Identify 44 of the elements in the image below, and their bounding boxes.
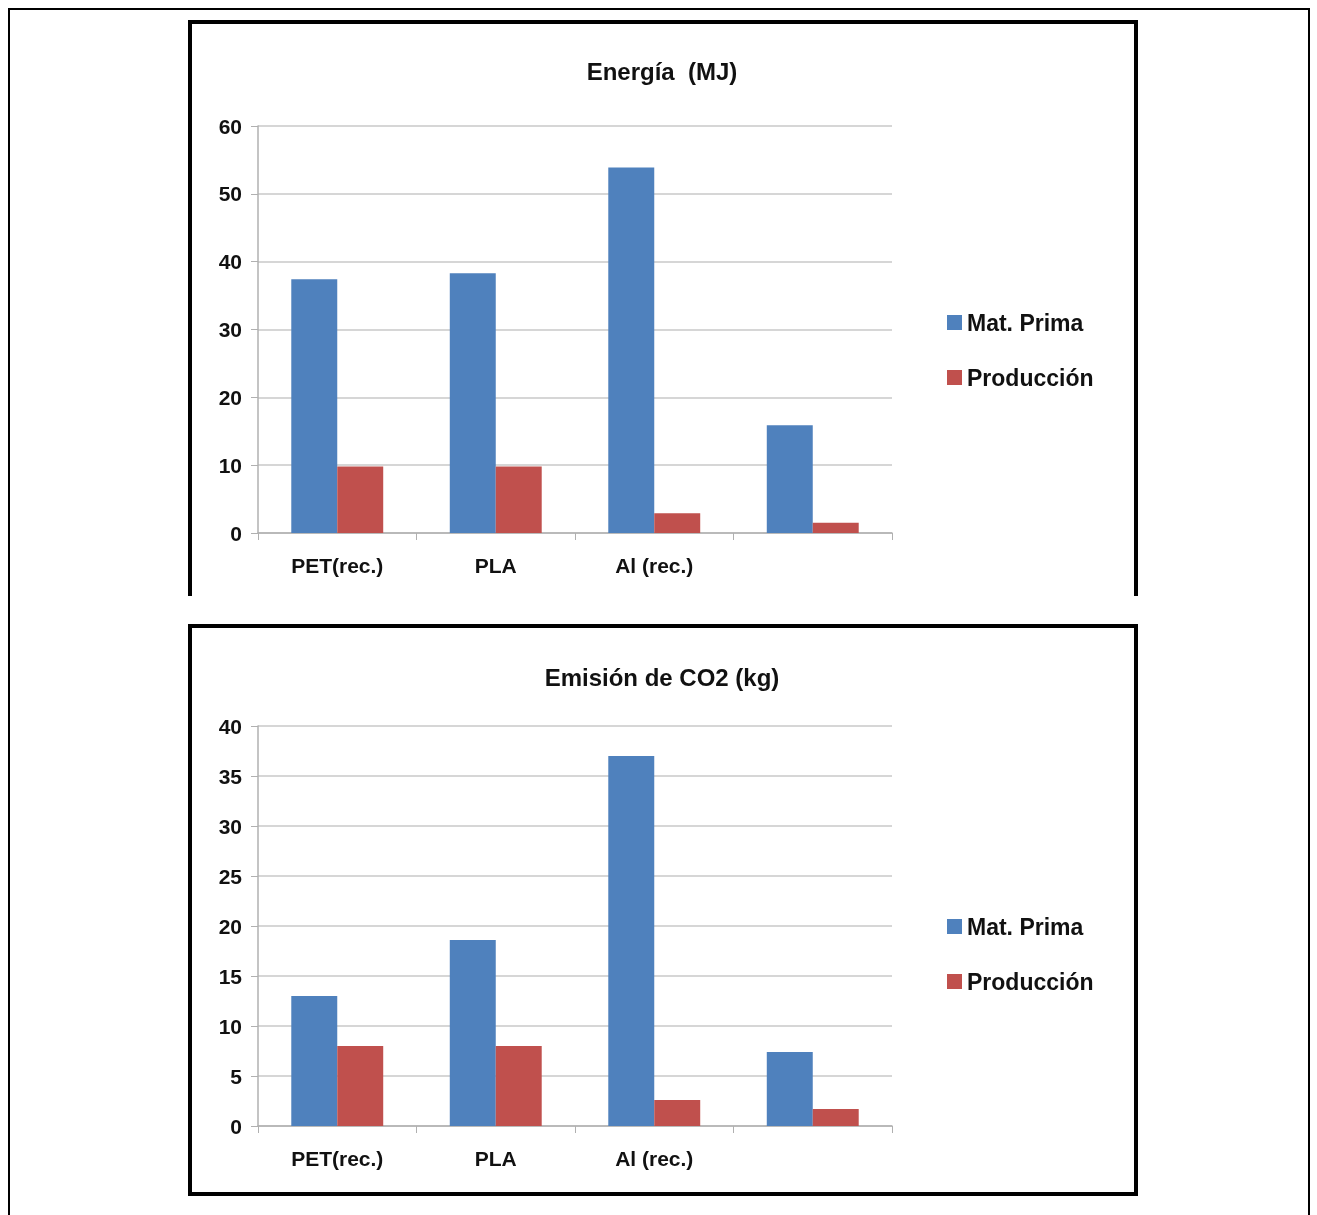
bar: [495, 466, 542, 533]
bar: [449, 940, 496, 1126]
y-tick-label: 0: [230, 1114, 242, 1138]
y-tick-label: 40: [218, 714, 242, 738]
y-tick-label: 10: [218, 453, 242, 477]
y-tick-label: 15: [218, 964, 243, 988]
x-tick-label: PLA: [474, 554, 517, 577]
y-tick-label: 40: [218, 250, 242, 274]
y-tick-label: 20: [218, 385, 242, 409]
y-tick-label: 0: [230, 521, 242, 545]
y-tick-label: 35: [218, 764, 243, 788]
bar: [291, 996, 338, 1126]
y-tick-label: 30: [218, 814, 242, 838]
chart-title: Emisión de CO2 (kg): [544, 663, 780, 691]
x-tick-label: Al (rec.): [615, 554, 694, 577]
bar: [337, 1046, 384, 1126]
bar: [812, 522, 859, 533]
x-tick-label: Al (rec.): [615, 1147, 694, 1170]
bar: [449, 273, 496, 533]
y-tick-label: 20: [218, 914, 242, 938]
bar: [337, 466, 384, 533]
y-tick-label: 5: [230, 1064, 243, 1088]
bar: [608, 167, 655, 533]
bar: [495, 1046, 542, 1126]
bar: [766, 1052, 813, 1126]
bar: [812, 1109, 859, 1126]
y-tick-label: 10: [218, 1014, 242, 1038]
x-tick-label: PLA: [474, 1147, 517, 1170]
x-tick-label: PET(rec.): [291, 1147, 384, 1170]
x-tick-label: PET(rec.): [291, 554, 384, 577]
bar: [291, 279, 338, 533]
bar: [654, 513, 701, 533]
legend-label: Producción: [967, 968, 1094, 995]
bar: [654, 1100, 701, 1126]
y-tick-label: 30: [218, 318, 242, 341]
chart-title: Energía (MJ): [586, 57, 738, 85]
legend-label: Producción: [967, 364, 1094, 391]
y-tick-label: 50: [218, 182, 242, 206]
bar: [766, 425, 813, 533]
legend-label: Mat. Prima: [967, 309, 1084, 336]
y-tick-label: 25: [218, 864, 243, 888]
legend-label: Mat. Prima: [967, 913, 1084, 940]
y-tick-label: 60: [218, 114, 242, 138]
bar: [608, 756, 655, 1126]
